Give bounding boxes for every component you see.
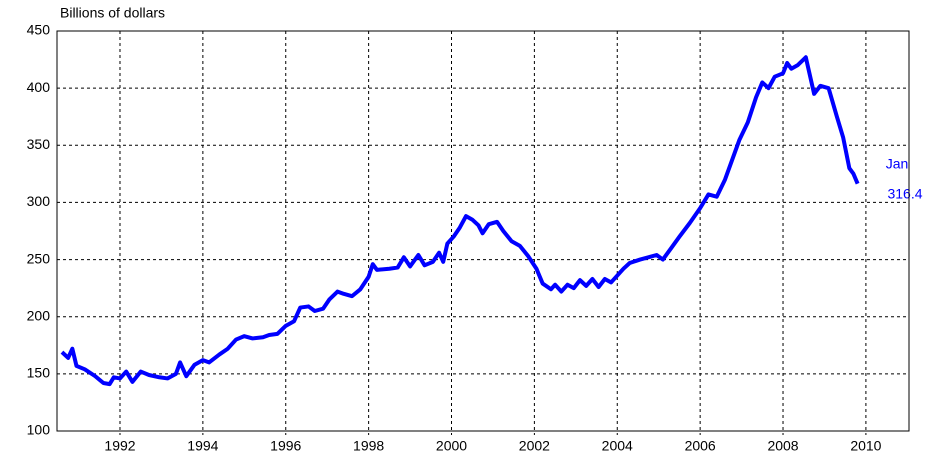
y-axis-label: Billions of dollars	[60, 5, 165, 21]
x-tick-label: 1992	[104, 438, 135, 454]
line	[60, 55, 860, 387]
x-tick-label: 1996	[270, 438, 301, 454]
x-tick-label: 2006	[685, 438, 716, 454]
x-tick-label: 1998	[353, 438, 384, 454]
x-tick-label: 2004	[602, 438, 633, 454]
y-tick-label: 100	[27, 422, 51, 438]
y-tick-label: 150	[27, 365, 51, 381]
y-tick-label: 400	[27, 79, 51, 95]
x-tick-label: 2002	[519, 438, 550, 454]
y-tick-label: 300	[27, 193, 51, 209]
y-tick-label: 250	[27, 250, 51, 266]
x-tick-label: 1994	[187, 438, 218, 454]
annotation: Jan	[886, 156, 909, 172]
annotation: 316.4	[887, 186, 922, 202]
x-tick-label: 2010	[850, 438, 881, 454]
y-tick-label: 350	[27, 136, 51, 152]
y-tick-label: 450	[27, 22, 51, 38]
x-tick-label: 2000	[436, 438, 467, 454]
y-tick-label: 200	[27, 307, 51, 323]
x-tick-label: 2008	[767, 438, 798, 454]
